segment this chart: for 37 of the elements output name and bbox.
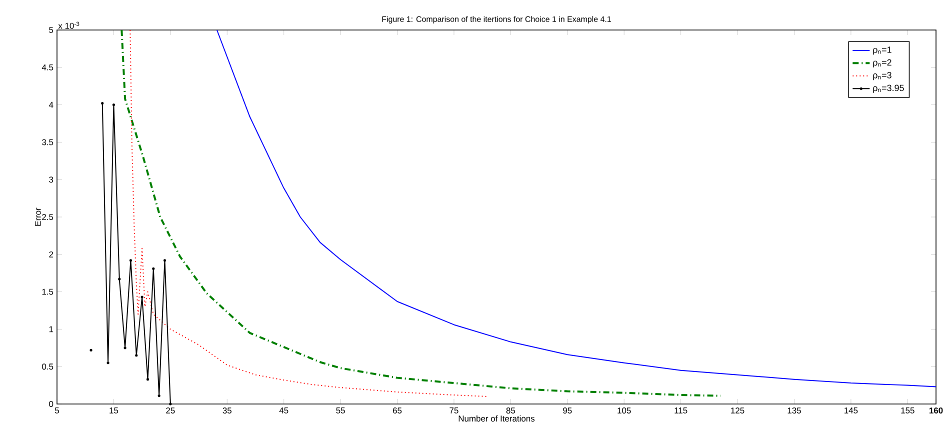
y-tick-label: 4 bbox=[48, 102, 54, 108]
y-tick-label: 3 bbox=[49, 176, 54, 183]
x-tick-label: 145 bbox=[844, 408, 858, 414]
x-tick-label: 35 bbox=[222, 408, 232, 414]
x-tick-label: 5 bbox=[54, 408, 60, 414]
x-tick-label: 125 bbox=[731, 408, 744, 414]
x-tick-label: 75 bbox=[450, 408, 458, 414]
y-tick-label: 1 bbox=[49, 326, 54, 332]
x-tick-label: 25 bbox=[166, 408, 175, 414]
y-tick-label: 0.5 bbox=[42, 364, 54, 370]
x-tick-label: 105 bbox=[618, 408, 631, 414]
x-tick-label: 135 bbox=[788, 408, 801, 414]
y-tick-label: 3.5 bbox=[42, 139, 54, 146]
y-tick-label: 4.5 bbox=[42, 64, 54, 70]
y-tick-label: 0 bbox=[49, 401, 54, 407]
y-tick-label: 2.5 bbox=[42, 214, 54, 220]
legend-label: ρ$_{n}$=3 bbox=[873, 72, 892, 80]
x-tick-label: 45 bbox=[279, 408, 288, 414]
x-axis-title: Number of Iterations bbox=[458, 415, 535, 422]
x-tick-label: 95 bbox=[563, 408, 572, 414]
x-tick-label: 55 bbox=[336, 408, 345, 414]
line-series bbox=[130, 30, 488, 398]
y-axis-title: Error bbox=[34, 208, 41, 226]
x-tick-label: 155 bbox=[901, 408, 914, 414]
x-tick-label: 160 bbox=[929, 408, 943, 414]
x-tick-label: 115 bbox=[674, 408, 688, 414]
legend-label: ρ$_{n}$=2 bbox=[873, 59, 892, 68]
y-tick-label: 2 bbox=[49, 251, 54, 258]
x-tick-label: 15 bbox=[110, 408, 118, 414]
y-tick-label: 1.5 bbox=[42, 288, 54, 295]
y-tick-label: 5 bbox=[49, 27, 54, 33]
legend-label: ρ$_{n}$=1 bbox=[873, 46, 892, 55]
x-tick-label: 85 bbox=[506, 408, 516, 414]
text: x 10$^{-3}$ bbox=[58, 22, 80, 29]
x-tick-label: 65 bbox=[392, 408, 402, 414]
legend-label: ρ$_{n}$=3.95 bbox=[873, 84, 904, 93]
line-series bbox=[120, 29, 722, 397]
